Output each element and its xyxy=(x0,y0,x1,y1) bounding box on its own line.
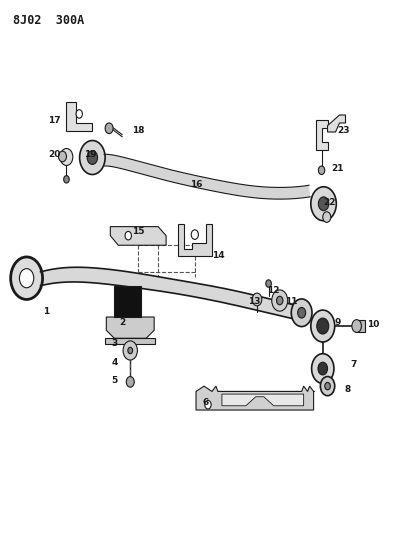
Polygon shape xyxy=(105,338,155,344)
Text: 16: 16 xyxy=(190,180,202,189)
Circle shape xyxy=(205,400,211,409)
Circle shape xyxy=(317,318,329,334)
Circle shape xyxy=(128,348,133,354)
Circle shape xyxy=(64,175,69,183)
Text: 9: 9 xyxy=(334,318,341,327)
Polygon shape xyxy=(66,102,92,131)
Polygon shape xyxy=(40,267,298,320)
Text: 8J02  300A: 8J02 300A xyxy=(13,14,84,27)
Circle shape xyxy=(126,376,134,387)
Circle shape xyxy=(311,187,336,221)
Circle shape xyxy=(58,151,66,162)
Text: 1: 1 xyxy=(44,307,50,316)
Circle shape xyxy=(298,308,306,318)
Circle shape xyxy=(318,362,328,375)
Text: 7: 7 xyxy=(350,360,357,369)
Polygon shape xyxy=(104,154,310,199)
Text: 21: 21 xyxy=(331,164,344,173)
Circle shape xyxy=(60,149,73,165)
Text: 18: 18 xyxy=(132,126,144,135)
Text: 8: 8 xyxy=(344,385,351,394)
Text: 22: 22 xyxy=(323,198,336,207)
Polygon shape xyxy=(106,317,154,338)
Circle shape xyxy=(323,212,331,222)
Circle shape xyxy=(80,141,105,174)
Circle shape xyxy=(20,269,34,288)
Circle shape xyxy=(272,290,288,311)
Text: 4: 4 xyxy=(111,358,118,367)
Circle shape xyxy=(125,231,132,240)
Text: 14: 14 xyxy=(212,252,224,260)
Circle shape xyxy=(123,341,138,360)
Circle shape xyxy=(76,110,82,118)
Circle shape xyxy=(87,151,98,165)
Polygon shape xyxy=(110,227,166,245)
Text: 2: 2 xyxy=(119,318,125,327)
Text: 11: 11 xyxy=(286,296,298,305)
Bar xyxy=(114,286,142,317)
Text: 20: 20 xyxy=(48,150,61,159)
Circle shape xyxy=(105,123,113,134)
Polygon shape xyxy=(178,224,212,256)
Bar xyxy=(357,320,366,333)
Circle shape xyxy=(318,166,325,174)
Circle shape xyxy=(318,197,329,211)
Text: 15: 15 xyxy=(132,228,144,237)
Text: 13: 13 xyxy=(248,296,260,305)
Text: 19: 19 xyxy=(84,150,97,159)
Text: 17: 17 xyxy=(48,116,61,125)
Text: 23: 23 xyxy=(337,126,350,135)
Circle shape xyxy=(320,376,335,395)
Polygon shape xyxy=(316,120,328,150)
Text: 6: 6 xyxy=(203,398,209,407)
Circle shape xyxy=(11,257,42,300)
Polygon shape xyxy=(196,386,314,410)
Text: 5: 5 xyxy=(111,376,118,385)
Circle shape xyxy=(266,280,271,287)
Text: 3: 3 xyxy=(111,339,118,348)
Text: 10: 10 xyxy=(367,320,380,329)
Circle shape xyxy=(312,354,334,383)
Polygon shape xyxy=(222,394,304,406)
Circle shape xyxy=(276,296,283,305)
Circle shape xyxy=(325,382,330,390)
Circle shape xyxy=(291,299,312,327)
Text: 12: 12 xyxy=(268,286,280,295)
Circle shape xyxy=(252,293,262,306)
Circle shape xyxy=(311,310,335,342)
Circle shape xyxy=(352,320,362,333)
Polygon shape xyxy=(328,115,346,132)
Circle shape xyxy=(191,230,198,239)
